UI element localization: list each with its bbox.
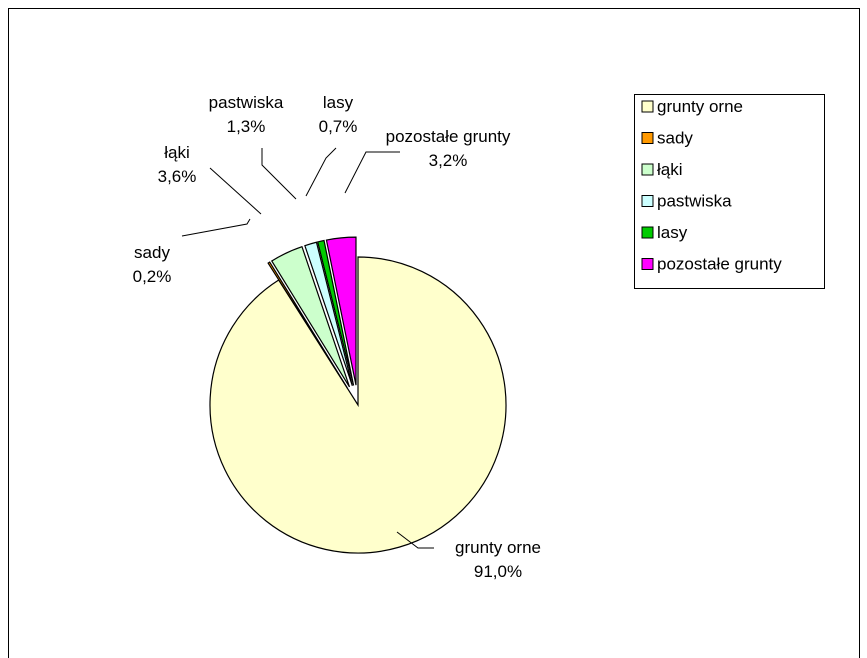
data-label-name-laki: łąki — [164, 143, 190, 162]
legend-label-laki: łąki — [657, 160, 683, 179]
legend-label-grunty-orne: grunty orne — [657, 97, 743, 116]
pie-slice-sady — [267, 261, 348, 389]
legend-swatch-sady — [641, 132, 654, 144]
legend-label-sady: sady — [657, 129, 693, 148]
data-label-name-pozostale-grunty: pozostałe grunty — [386, 127, 511, 146]
leader-line-pozostale-grunty — [344, 151, 400, 194]
legend-swatch-pozostale-grunty — [641, 258, 654, 270]
data-label-value-pastwiska: 1,3% — [227, 117, 266, 136]
legend-label-pozostale-grunty: pozostałe grunty — [657, 255, 782, 274]
data-label-name-grunty-orne: grunty orne — [455, 538, 541, 557]
legend-label-pastwiska: pastwiska — [657, 192, 732, 211]
data-label-name-lasy: lasy — [323, 93, 354, 112]
leader-line-pastwiska — [261, 148, 297, 200]
leader-line-laki — [209, 167, 262, 215]
data-label-value-grunty-orne: 91,0% — [474, 562, 522, 581]
leader-line-grunty-orne — [396, 531, 434, 549]
data-label-name-sady: sady — [134, 243, 170, 262]
legend-swatch-laki — [641, 163, 654, 176]
leader-line-sady — [181, 218, 251, 237]
pie-slice-pastwiska — [304, 241, 353, 387]
leader-line-lasy — [305, 147, 337, 197]
data-label-name-pastwiska: pastwiska — [209, 93, 284, 112]
data-label-value-lasy: 0,7% — [319, 117, 358, 136]
legend: grunty orne sady łąki pastwiska lasy pozostał… — [634, 94, 825, 289]
pie-slice-grunty-orne — [209, 256, 507, 554]
data-labels: grunty orne 91,0% sady 0,2% łąki 3,6% pastwisk… — [133, 93, 541, 581]
pie-slice-pozostale-grunty — [325, 236, 357, 386]
legend-label-lasy: lasy — [657, 223, 688, 242]
legend-box — [634, 94, 825, 289]
data-label-value-sady: 0,2% — [133, 267, 172, 286]
data-label-value-pozostale-grunty: 3,2% — [429, 151, 468, 170]
legend-swatch-grunty-orne — [641, 100, 654, 113]
pie-slice-laki — [270, 245, 351, 388]
leader-lines — [181, 147, 434, 549]
data-label-value-laki: 3,6% — [158, 167, 197, 186]
legend-swatch-lasy — [641, 226, 654, 239]
legend-swatch-pastwiska — [641, 195, 654, 207]
pie-slices — [209, 236, 507, 554]
pie-slice-lasy — [316, 239, 355, 386]
